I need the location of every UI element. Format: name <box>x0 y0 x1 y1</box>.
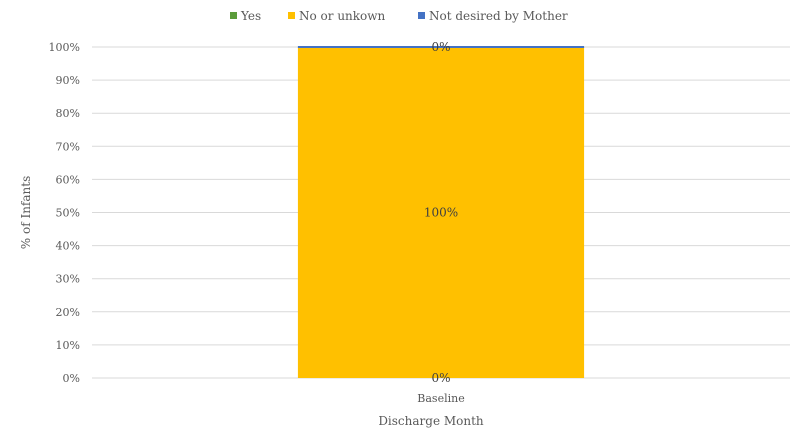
data-labels: 0% 100% 0% <box>424 40 458 385</box>
bars <box>297 46 585 378</box>
y-axis-title: % of Infants <box>19 176 33 249</box>
legend: Yes No or unkown Not desired by Mother <box>230 9 568 23</box>
legend-label: Not desired by Mother <box>429 9 568 23</box>
legend-swatch <box>230 12 237 19</box>
y-axis-ticks: 0% 10% 20% 30% 40% 50% 60% 70% 80% 90% 100% <box>49 41 80 385</box>
legend-label: Yes <box>240 9 261 23</box>
x-axis-title: Discharge Month <box>378 414 484 428</box>
bar-segment-no-or-unkown <box>297 47 585 378</box>
y-tick-label: 80% <box>56 107 80 120</box>
legend-label: No or unkown <box>299 9 386 23</box>
x-axis-ticks: Baseline <box>417 392 464 405</box>
data-label: 0% <box>431 371 450 385</box>
y-tick-label: 0% <box>63 372 80 385</box>
y-tick-label: 70% <box>56 140 80 153</box>
legend-swatch <box>288 12 295 19</box>
y-tick-label: 100% <box>49 41 80 54</box>
y-tick-label: 10% <box>56 339 80 352</box>
y-tick-label: 90% <box>56 74 80 87</box>
y-tick-label: 60% <box>56 173 80 186</box>
data-label: 0% <box>431 40 450 54</box>
legend-swatch <box>418 12 425 19</box>
y-tick-label: 20% <box>56 306 80 319</box>
y-tick-label: 50% <box>56 207 80 220</box>
y-tick-label: 40% <box>56 240 80 253</box>
y-tick-label: 30% <box>56 273 80 286</box>
x-tick-label: Baseline <box>417 392 464 405</box>
data-label: 100% <box>424 206 458 220</box>
